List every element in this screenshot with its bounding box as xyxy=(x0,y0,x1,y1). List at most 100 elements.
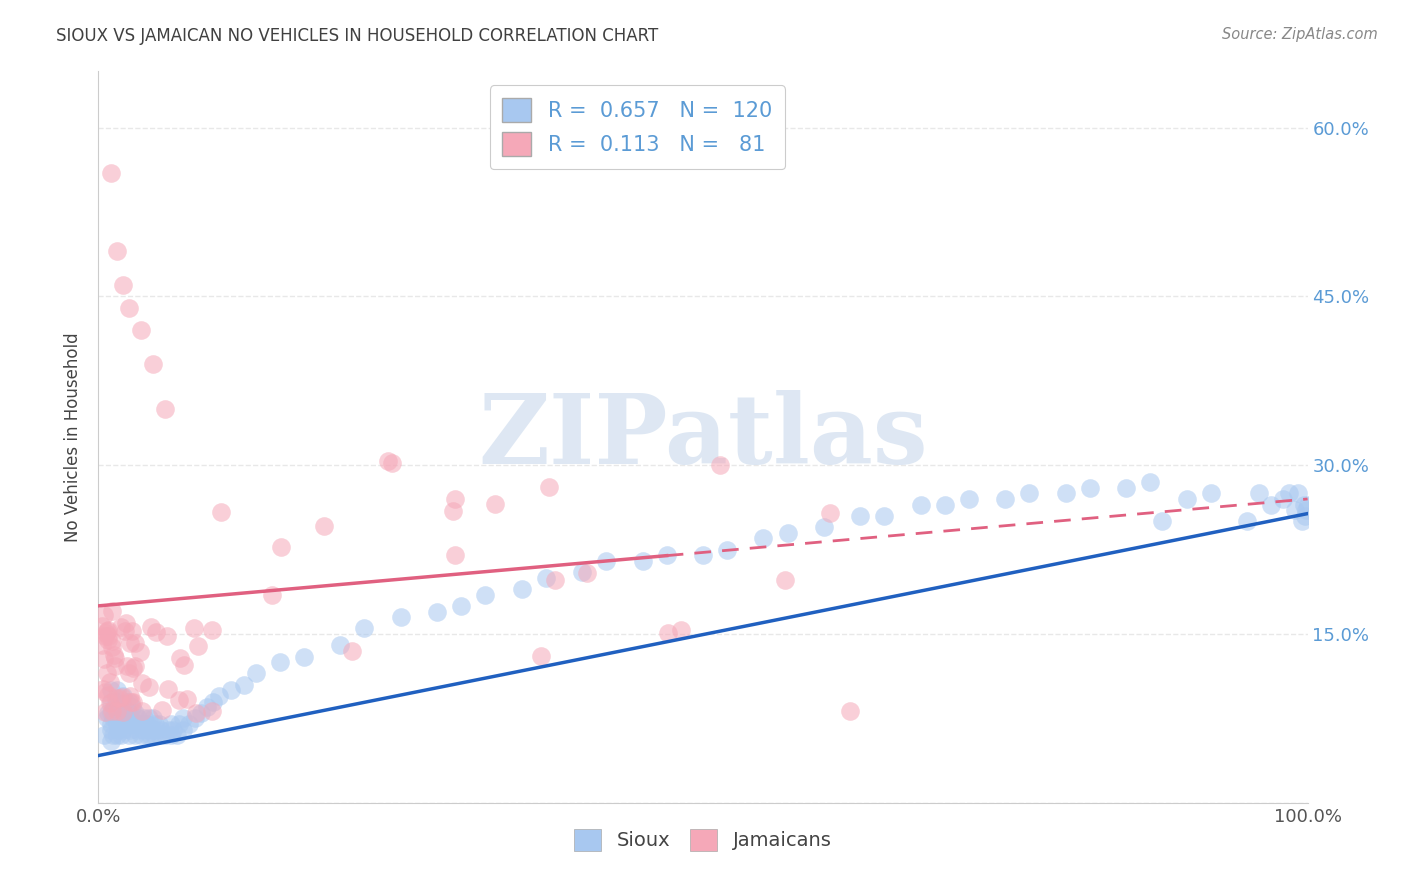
Point xyxy=(110,620,132,634)
Point xyxy=(129,717,152,731)
Point xyxy=(124,706,146,720)
Point xyxy=(118,689,141,703)
Point xyxy=(136,723,159,737)
Point xyxy=(657,625,679,640)
Point xyxy=(1291,515,1313,529)
Point xyxy=(105,690,128,705)
Point xyxy=(97,624,120,638)
Point xyxy=(353,621,375,635)
Point xyxy=(957,491,980,506)
Point xyxy=(202,694,225,708)
Point xyxy=(93,652,115,666)
Point xyxy=(849,508,872,523)
Point xyxy=(145,624,167,639)
Point xyxy=(150,723,173,737)
Point xyxy=(127,723,149,737)
Point xyxy=(537,481,560,495)
Point xyxy=(169,651,191,665)
Point xyxy=(179,717,201,731)
Point xyxy=(450,599,472,613)
Point xyxy=(530,648,553,663)
Point xyxy=(813,520,835,534)
Point xyxy=(93,681,115,696)
Point xyxy=(114,615,136,630)
Point xyxy=(96,625,118,640)
Point xyxy=(1278,486,1301,500)
Point xyxy=(138,680,160,694)
Point xyxy=(1286,486,1309,500)
Point xyxy=(340,644,363,658)
Point xyxy=(1249,486,1271,500)
Point xyxy=(124,636,146,650)
Point xyxy=(105,706,128,720)
Point xyxy=(143,728,166,742)
Point xyxy=(669,624,692,638)
Point xyxy=(484,497,506,511)
Point xyxy=(1054,486,1077,500)
Point xyxy=(160,717,183,731)
Point xyxy=(1078,481,1101,495)
Point xyxy=(377,454,399,468)
Point xyxy=(105,683,128,698)
Point xyxy=(115,659,138,673)
Point xyxy=(139,728,162,742)
Point xyxy=(1294,508,1316,523)
Point xyxy=(195,700,218,714)
Point xyxy=(118,723,141,737)
Point xyxy=(115,694,138,708)
Point xyxy=(111,278,134,293)
Point xyxy=(129,728,152,742)
Point xyxy=(114,624,136,639)
Point xyxy=(101,604,124,618)
Point xyxy=(134,711,156,725)
Point xyxy=(124,659,146,673)
Point xyxy=(184,711,207,725)
Point xyxy=(183,621,205,635)
Point xyxy=(127,711,149,725)
Point xyxy=(534,571,557,585)
Point xyxy=(129,323,152,337)
Point xyxy=(1295,503,1317,517)
Point xyxy=(103,648,125,662)
Point xyxy=(169,717,191,731)
Point xyxy=(103,700,125,714)
Point xyxy=(97,632,120,647)
Point xyxy=(118,717,141,731)
Point xyxy=(118,728,141,742)
Point xyxy=(148,717,170,731)
Point xyxy=(1296,498,1319,512)
Point xyxy=(93,728,115,742)
Point xyxy=(145,723,167,737)
Point xyxy=(114,706,136,720)
Text: ZIPatlas: ZIPatlas xyxy=(478,390,928,484)
Point xyxy=(135,728,157,742)
Point xyxy=(100,683,122,698)
Point xyxy=(143,717,166,731)
Point xyxy=(101,711,124,725)
Point xyxy=(108,711,131,725)
Point xyxy=(139,619,162,633)
Point xyxy=(208,689,231,703)
Point xyxy=(157,723,180,737)
Point xyxy=(97,688,120,702)
Point xyxy=(94,706,117,720)
Point xyxy=(716,542,738,557)
Point xyxy=(994,491,1017,506)
Point xyxy=(441,504,464,518)
Point xyxy=(571,565,593,579)
Point xyxy=(100,734,122,748)
Point xyxy=(101,704,124,718)
Point xyxy=(166,728,188,742)
Point xyxy=(121,700,143,714)
Point xyxy=(105,694,128,708)
Point xyxy=(1284,503,1306,517)
Point xyxy=(94,629,117,643)
Point xyxy=(160,728,183,742)
Point xyxy=(118,694,141,708)
Point xyxy=(94,684,117,698)
Point xyxy=(1292,498,1315,512)
Point xyxy=(111,723,134,737)
Point xyxy=(96,624,118,639)
Point xyxy=(1018,486,1040,500)
Point xyxy=(269,655,291,669)
